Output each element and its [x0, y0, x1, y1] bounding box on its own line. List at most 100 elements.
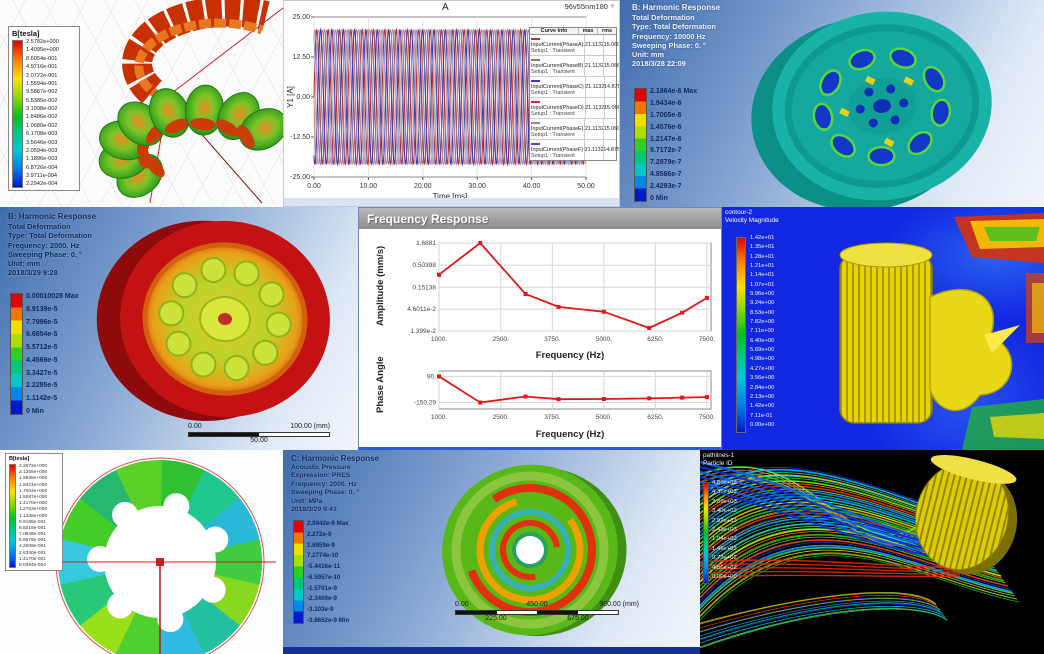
legend-value: 7.82e+00 — [750, 319, 775, 326]
legend-value: 2.84e+00 — [750, 384, 775, 391]
legend-title: B[tesla] — [12, 29, 40, 38]
legend-value: 1.07e+01 — [750, 281, 775, 288]
tab-96v55nm180[interactable]: 96v55nm180 ✳ — [565, 2, 615, 11]
curve-rms: 14.8750 — [603, 77, 619, 97]
svg-text:30.00: 30.00 — [468, 183, 486, 190]
legend-title-line: pathlines-1 — [703, 452, 735, 459]
stator-field-3d-plot — [98, 0, 283, 204]
ruler-900: 900.00 (mm) — [599, 601, 639, 608]
frequency-axis-label: Frequency (Hz) — [535, 350, 605, 361]
svg-text:7500.: 7500. — [699, 336, 715, 343]
svg-text:40.00: 40.00 — [523, 183, 541, 190]
gear-body — [914, 455, 1018, 575]
curve-max: 21.1132 — [584, 56, 604, 76]
svg-text:Time [ms]: Time [ms] — [433, 192, 468, 201]
colorbar — [736, 237, 746, 433]
amplitude-chart: 1000. 2500. 3750. 5000. 6250. 7500. 1.6881 0.50… — [407, 240, 715, 343]
deformation-legend: 2.1864e-6 Max 1.9434e-6 1.7005e-6 1.4576e-6… — [634, 88, 697, 202]
legend-values: 2.9942e-9 Max 2.272e-9 1.6859e-9 7.2774e-10… — [307, 520, 349, 624]
legend-values: 1.42e+01 1.35e+01 1.28e+01 1.21e+01 1.14e+01… — [750, 234, 774, 430]
curve-max: 21.1132 — [584, 98, 604, 118]
legend-value: 2.92e+03 — [712, 517, 737, 524]
legend-value: 4.98e+00 — [750, 356, 775, 363]
legend-value: -5.4416e-11 — [307, 563, 341, 571]
maxwell-stator-field-panel: B[tesla] 2.5782e+000 1.4095e+000 8.6054e-0… — [0, 0, 283, 207]
legend-value: 7.2879e-7 — [650, 159, 682, 167]
gear-flow-contour — [839, 213, 1044, 450]
legend-value: 1.21e+01 — [750, 263, 775, 270]
legend-value: 4.86e+03 — [712, 480, 737, 486]
legend-value: -6.5957e-10 — [307, 573, 341, 581]
curve-table-row: InputCurrent(PhaseB) Setup1 : Transient 21… — [530, 56, 619, 77]
curve-color-sample — [531, 37, 540, 40]
curve-color-sample — [531, 79, 540, 82]
legend-value: 2.0722e-001 — [26, 72, 58, 79]
flywheel-holes — [812, 47, 952, 167]
result-info-line: Sweeping Phase: 0. ° — [632, 40, 707, 50]
window-titlebar[interactable]: Frequency Response — [359, 208, 721, 229]
curve-name: InputCurrent(PhaseF) — [531, 147, 584, 153]
svg-text:2500.: 2500. — [493, 414, 509, 421]
legend-value: 9.9188e-001 — [19, 519, 46, 525]
result-info-line: 2018/3/28 22:09 — [632, 59, 686, 69]
legend-value: 5.69e+00 — [750, 347, 775, 354]
legend-title-line: Particle ID — [703, 460, 733, 468]
col-max: max — [578, 28, 597, 34]
curve-rms: 15.0668 — [603, 98, 619, 118]
legend-value: 9.7172e-7 — [650, 147, 682, 155]
legend-value: 1.14e+01 — [750, 272, 775, 279]
result-info-line: Unit: MPa — [291, 497, 323, 505]
legend-values: 2.1864e-6 Max 1.9434e-6 1.7005e-6 1.4576e-6… — [650, 88, 697, 202]
curve-name: InputCurrent(PhaseA) — [531, 42, 584, 48]
result-info: C: Harmonic Response Acoustic Pressure Exp… — [291, 454, 379, 515]
svg-text:5000.: 5000. — [596, 336, 612, 343]
pressure-legend: 2.9942e-9 Max 2.272e-9 1.6859e-9 7.2774e-10… — [293, 520, 349, 624]
curve-setup: Setup1 : Transient — [531, 111, 575, 117]
curve-setup: Setup1 : Transient — [531, 90, 575, 96]
col-rms: rms — [597, 28, 616, 34]
legend-value: 1.7004e+000 — [19, 488, 48, 494]
curve-rms: 15.0668 — [603, 56, 619, 76]
legend-value: 7.7996e-5 — [26, 318, 58, 326]
legend-value: 2.2672e+000 — [19, 464, 48, 469]
legend-value: -3.8652e-9 Min — [307, 616, 350, 624]
svg-text:0.50398: 0.50398 — [413, 262, 437, 269]
legend-value: 2.43e+03 — [712, 527, 737, 534]
legend-value: 9.5867e-002 — [26, 89, 58, 96]
legend-value: 6.6854e-5 — [26, 331, 58, 339]
svg-text:20.00: 20.00 — [414, 183, 432, 190]
ruler-0: 0.00 — [455, 601, 469, 608]
frequency-response-window: Frequency Response Amplitude (mm/s) 1000… — [358, 207, 722, 450]
ruler-mid: 50.00 — [250, 437, 268, 444]
legend-value: 1.42e+00 — [750, 403, 775, 410]
result-info-line: B: Harmonic Response — [8, 212, 97, 221]
legend-value: 3.5646e-003 — [26, 139, 58, 146]
result-info-line: Total Deformation — [632, 13, 695, 22]
legend-value: 2.1864e-6 Max — [650, 88, 698, 95]
window-title: Frequency Response — [367, 211, 489, 226]
svg-text:90.: 90. — [427, 373, 436, 380]
svg-text:50.00: 50.00 — [577, 183, 595, 190]
curve-color-sample — [531, 100, 540, 103]
legend-value: 3.1998e-002 — [26, 106, 58, 112]
legend-value: 1.9838e+000 — [19, 476, 48, 482]
ruler-bar — [188, 432, 330, 437]
curve-table-row: InputCurrent(PhaseF) Setup1 : Transient 21… — [530, 140, 619, 160]
curve-max: 21.1132 — [584, 35, 604, 55]
svg-text:25.00: 25.00 — [292, 14, 310, 21]
stator-coil-cluster — [98, 84, 283, 198]
svg-text:1000.: 1000. — [431, 414, 447, 421]
legend-value: 1.5587e+000 — [19, 494, 48, 500]
legend-values: 2.2672e+000 2.1255e+000 1.9838e+000 1.8421e… — [19, 464, 47, 568]
curve-color-sample — [531, 58, 540, 61]
legend-value: 3.89e+03 — [712, 498, 737, 505]
svg-text:1000.: 1000. — [431, 336, 447, 343]
cfd-velocity-contour-panel: contour-2 Velocity Magnitude 1.42e+01 1.35… — [722, 207, 1044, 450]
busy-icon: ✳ — [609, 4, 615, 10]
curve-name: InputCurrent(PhaseB) — [531, 63, 584, 69]
maxwell-rotor-field-panel: B[tesla] 2.2672e+000 2.1255e+000 1.9838e+0… — [0, 450, 283, 654]
result-info-line: B: Harmonic Response — [632, 3, 721, 12]
result-info-line: Frequency: 2000. Hz — [8, 240, 80, 250]
colorbar — [703, 482, 709, 584]
legend-value: 4.4569e-5 — [26, 356, 58, 364]
